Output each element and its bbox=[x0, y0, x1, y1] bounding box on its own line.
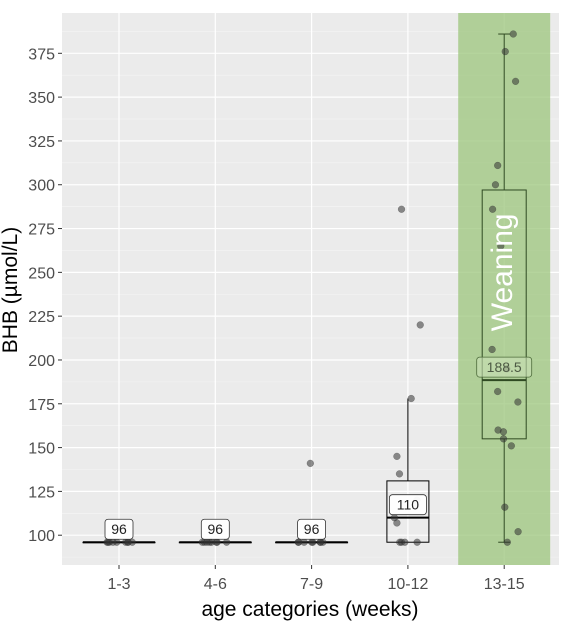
data-point bbox=[514, 528, 522, 536]
data-point bbox=[494, 161, 502, 170]
data-point bbox=[109, 538, 117, 546]
data-point bbox=[316, 538, 325, 546]
median-label: 110 bbox=[397, 497, 420, 513]
y-tick-label: 175 bbox=[28, 397, 55, 414]
data-point bbox=[416, 321, 424, 329]
y-tick-label: 100 bbox=[28, 528, 55, 545]
data-point bbox=[507, 442, 515, 450]
data-point bbox=[413, 538, 421, 546]
y-axis-title: BHB (µmol/L) bbox=[0, 227, 22, 353]
data-point bbox=[300, 538, 308, 546]
y-tick-label: 250 bbox=[28, 265, 55, 282]
median-labels: Weaning 96 96 96 110 188.5 bbox=[104, 213, 533, 540]
y-tick-label: 300 bbox=[28, 178, 55, 195]
data-point bbox=[501, 503, 509, 511]
data-point bbox=[503, 538, 511, 546]
data-point bbox=[497, 242, 505, 250]
median-label-box bbox=[476, 356, 533, 378]
y-tick-label: 350 bbox=[28, 90, 55, 107]
y-tick-label: 150 bbox=[28, 441, 55, 458]
data-point bbox=[395, 470, 404, 478]
y-tick-label: 275 bbox=[28, 222, 55, 239]
data-point bbox=[488, 345, 496, 354]
median-label-box bbox=[200, 518, 230, 540]
x-axis-title: age categories (weeks) bbox=[201, 598, 418, 621]
data-point bbox=[393, 452, 401, 461]
y-tick-label: 375 bbox=[28, 46, 55, 63]
data-point bbox=[514, 398, 522, 406]
data-point bbox=[397, 205, 406, 213]
x-tick-label: 1-3 bbox=[107, 576, 130, 593]
y-tick-label: 325 bbox=[28, 134, 55, 151]
y-tick-label: 200 bbox=[28, 353, 55, 370]
data-point bbox=[128, 538, 136, 546]
data-point bbox=[393, 519, 401, 527]
median-label: 96 bbox=[111, 521, 127, 537]
median-label-box bbox=[388, 494, 427, 516]
data-point bbox=[501, 47, 509, 56]
x-tick-label: 13-15 bbox=[484, 576, 525, 593]
data-point bbox=[491, 181, 500, 189]
data-point bbox=[306, 459, 314, 468]
data-point bbox=[509, 30, 517, 38]
data-point bbox=[499, 428, 508, 436]
data-point bbox=[511, 77, 520, 85]
data-point bbox=[407, 394, 415, 403]
data-point bbox=[308, 538, 316, 546]
data-point bbox=[494, 387, 502, 396]
median-label: 96 bbox=[304, 521, 320, 537]
y-axis: 100 125 150 175 200 225 250 275 300 325 350 375 bbox=[28, 46, 62, 545]
median-label: 96 bbox=[208, 521, 224, 537]
data-point bbox=[488, 205, 497, 213]
annotation-label: Weaning bbox=[486, 213, 519, 331]
x-tick-label: 7-9 bbox=[300, 576, 323, 593]
data-point bbox=[499, 435, 508, 443]
x-tick-label: 10-12 bbox=[387, 576, 428, 593]
y-tick-label: 125 bbox=[28, 484, 55, 501]
x-axis: 1-3 4-6 7-9 10-12 13-15 bbox=[107, 565, 525, 593]
data-point bbox=[222, 538, 231, 546]
x-tick-label: 4-6 bbox=[204, 576, 227, 593]
y-tick-label: 225 bbox=[28, 309, 55, 326]
median-label-box bbox=[104, 518, 134, 540]
data-point bbox=[212, 538, 221, 546]
data-point bbox=[203, 538, 211, 546]
data-point bbox=[401, 538, 409, 546]
median-label: 188.5 bbox=[487, 359, 522, 375]
median-label-box bbox=[297, 518, 327, 540]
